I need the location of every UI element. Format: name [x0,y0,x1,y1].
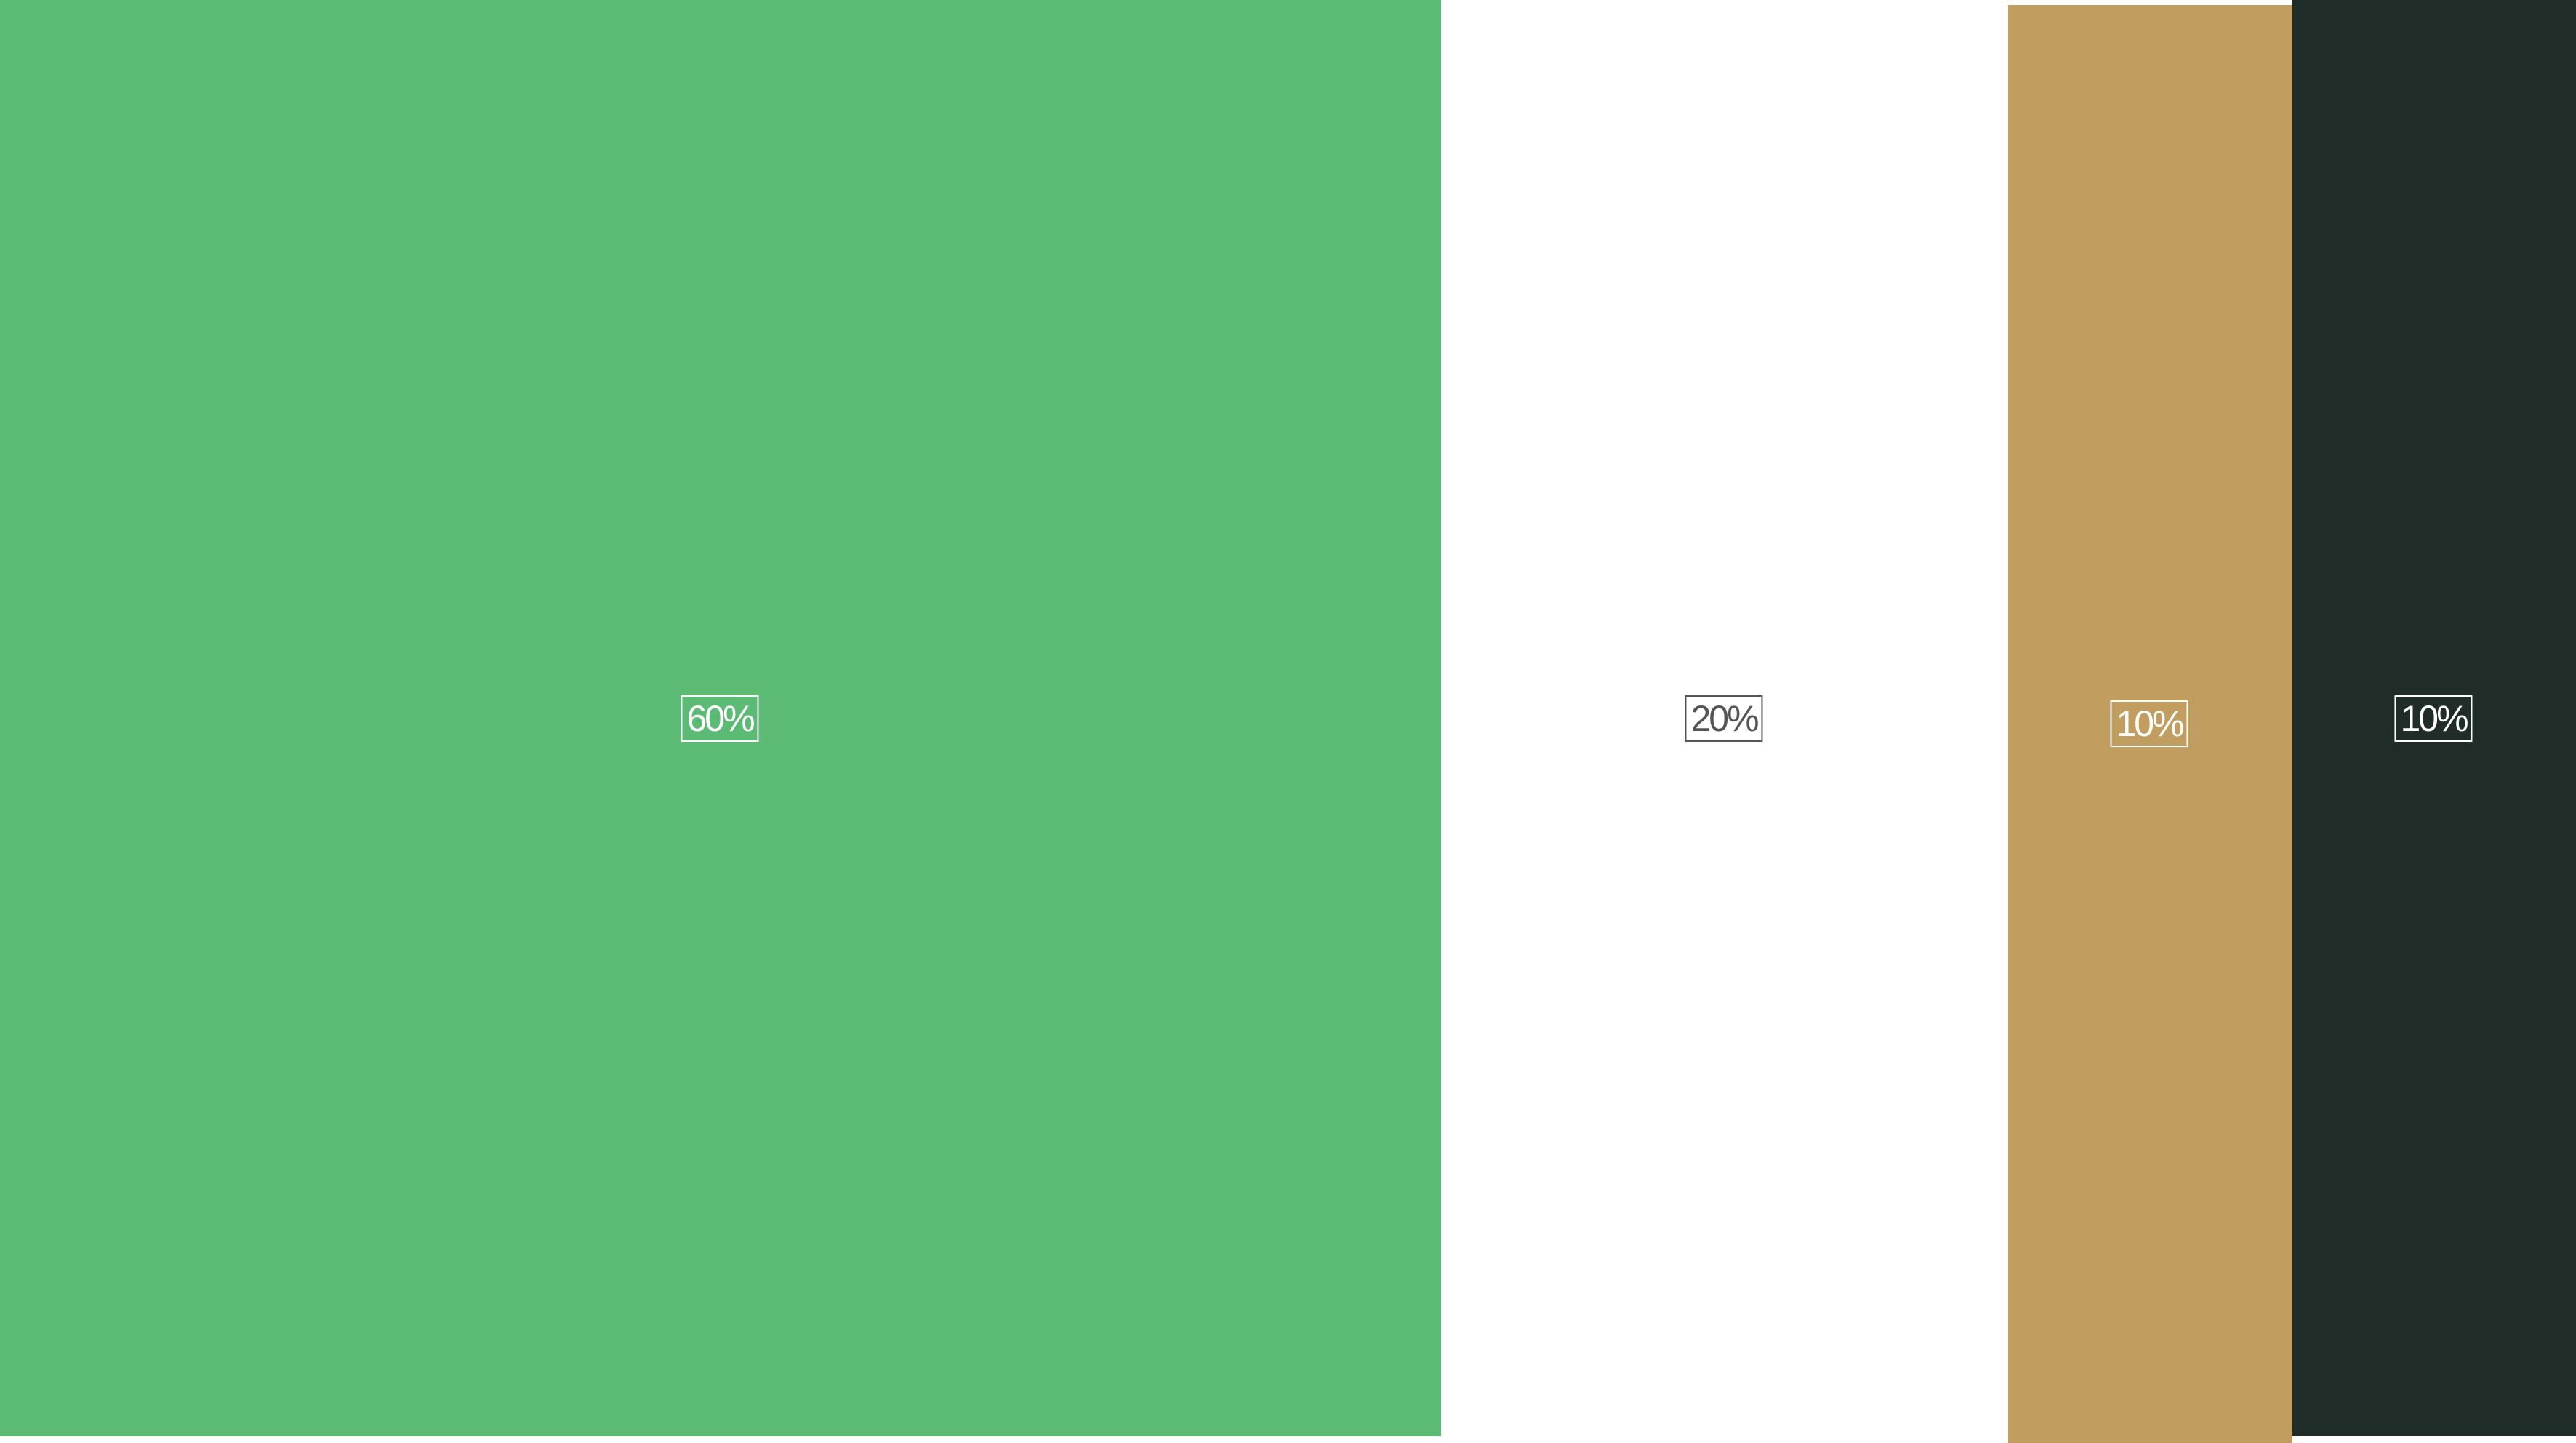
percent-label: 20% [1685,695,1763,742]
color-swatch [2008,5,2292,1443]
percent-label: 60% [681,695,759,742]
percent-label: 10% [2394,695,2473,742]
color-swatch [1441,0,2008,1436]
percent-label: 10% [2110,700,2188,747]
color-swatch [0,0,1441,1436]
color-swatch [2292,0,2576,1436]
